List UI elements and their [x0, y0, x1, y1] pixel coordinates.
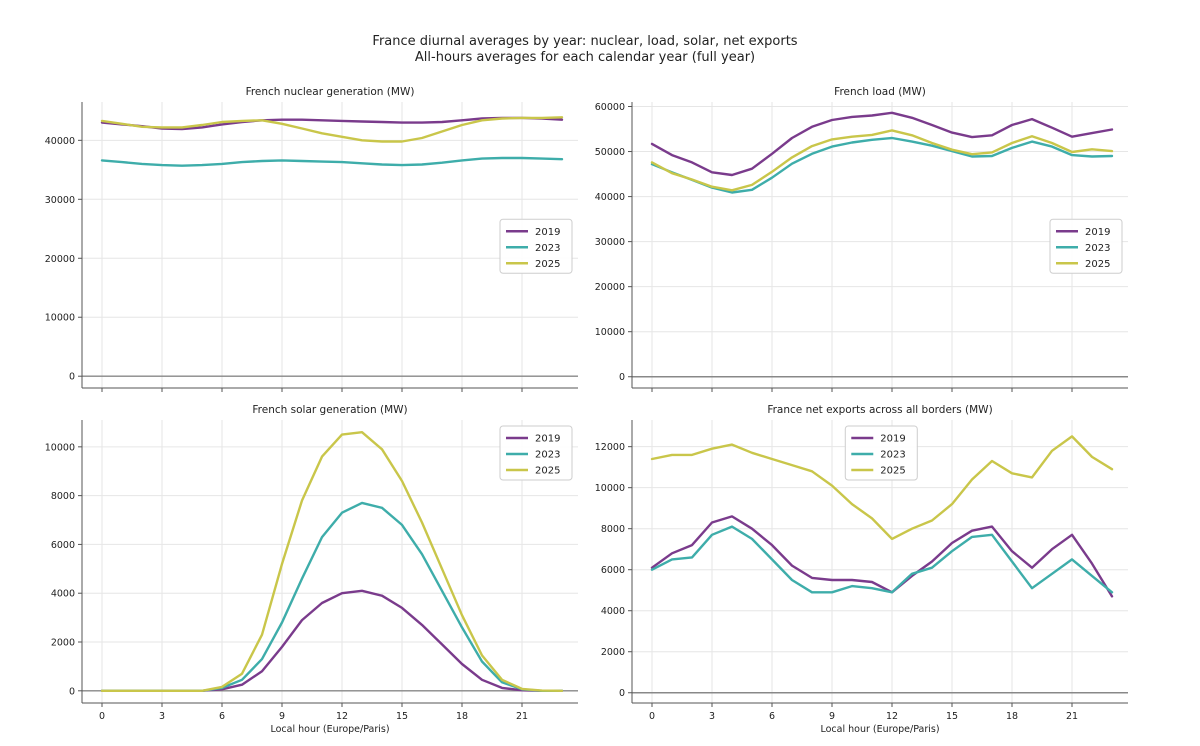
series-line-2023 — [100, 156, 564, 167]
chart-panel-4: 0 2000 4000 6000 8000 10000 12000 0 3 6 9 12 15 18 21 F… — [595, 404, 1128, 735]
legend-label-2025: 2025 — [1085, 259, 1110, 270]
y-tick-label: 0 — [619, 688, 625, 699]
figure-subtitle: All-hours averages for each calendar yea… — [414, 50, 756, 65]
legend: 2019 2023 2025 — [1049, 218, 1123, 274]
legend-label-2019: 2019 — [1085, 227, 1110, 238]
y-tick-label: 10000 — [595, 483, 625, 494]
x-tick-label: 9 — [279, 711, 285, 722]
legend-label-2023: 2023 — [535, 450, 560, 461]
series-line-2025 — [100, 431, 564, 692]
x-tick-label: 15 — [396, 711, 408, 722]
legend-box — [1049, 218, 1123, 274]
legend-label-2023: 2023 — [1085, 243, 1110, 254]
y-tick-label: 8000 — [601, 524, 625, 535]
legend-box — [499, 425, 573, 481]
legend-box — [499, 218, 573, 274]
series-line-2023 — [650, 136, 1114, 194]
legend-label-2023: 2023 — [880, 450, 905, 461]
legend-label-2025: 2025 — [535, 466, 560, 477]
legend: 2019 2023 2025 — [499, 425, 573, 481]
legend-label-2019: 2019 — [880, 434, 905, 445]
legend-label-2019: 2019 — [535, 434, 560, 445]
x-axis-label: Local hour (Europe/Paris) — [820, 724, 939, 735]
series-line-2019 — [650, 515, 1114, 598]
legend-label-2025: 2025 — [880, 466, 905, 477]
y-tick-label: 6000 — [601, 565, 625, 576]
x-tick-label: 15 — [946, 711, 958, 722]
x-axis-label: Local hour (Europe/Paris) — [270, 724, 389, 735]
y-tick-label: 2000 — [51, 638, 75, 649]
subplot-title: France net exports across all borders (M… — [767, 404, 992, 416]
y-tick-label: 10000 — [45, 442, 75, 453]
y-tick-label: 0 — [69, 686, 75, 697]
x-tick-label: 3 — [709, 711, 715, 722]
y-tick-label: 6000 — [51, 540, 75, 551]
y-tick-label: 50000 — [595, 147, 625, 158]
chart-panel-1: 0 10000 20000 30000 40000 French nuclear gene… — [45, 86, 578, 392]
series-line-2025 — [100, 116, 564, 143]
figure-title-block: France diurnal averages by year: nuclear… — [0, 34, 1170, 66]
series-line-2019 — [100, 589, 564, 692]
series-line-2025 — [650, 435, 1114, 541]
y-tick-label: 4000 — [51, 589, 75, 600]
y-tick-label: 60000 — [595, 102, 625, 113]
y-tick-label: 0 — [619, 372, 625, 383]
figure-title: France diurnal averages by year: nuclear… — [372, 34, 798, 49]
y-tick-label: 10000 — [595, 327, 625, 338]
y-tick-label: 4000 — [601, 606, 625, 617]
legend-label-2019: 2019 — [535, 227, 560, 238]
legend-label-2025: 2025 — [535, 259, 560, 270]
x-tick-label: 12 — [886, 711, 898, 722]
x-tick-label: 0 — [99, 711, 105, 722]
x-tick-label: 6 — [769, 711, 775, 722]
y-tick-label: 8000 — [51, 491, 75, 502]
y-tick-label: 20000 — [595, 282, 625, 293]
legend-box — [844, 425, 918, 481]
series-line-2025 — [650, 129, 1114, 192]
legend: 2019 2023 2025 — [844, 425, 918, 481]
x-tick-label: 18 — [456, 711, 468, 722]
y-tick-label: 2000 — [601, 647, 625, 658]
subplot-title: French nuclear generation (MW) — [246, 86, 415, 98]
series-line-2023 — [650, 525, 1114, 594]
x-tick-label: 9 — [829, 711, 835, 722]
y-tick-label: 30000 — [45, 195, 75, 206]
y-tick-label: 30000 — [595, 237, 625, 248]
series-line-2019 — [100, 116, 564, 131]
x-tick-label: 21 — [516, 711, 528, 722]
x-tick-label: 12 — [336, 711, 348, 722]
y-tick-label: 40000 — [595, 192, 625, 203]
x-tick-label: 6 — [219, 711, 225, 722]
series-line-2019 — [650, 111, 1114, 177]
y-tick-label: 10000 — [45, 313, 75, 324]
x-tick-label: 18 — [1006, 711, 1018, 722]
y-tick-label: 12000 — [595, 442, 625, 453]
chart-panel-3: 0 2000 4000 6000 8000 10000 0 3 6 9 12 15 18 21 French… — [45, 404, 578, 735]
x-tick-label: 3 — [159, 711, 165, 722]
legend-label-2023: 2023 — [535, 243, 560, 254]
y-tick-label: 40000 — [45, 136, 75, 147]
x-tick-label: 21 — [1066, 711, 1078, 722]
x-tick-label: 0 — [649, 711, 655, 722]
subplot-title: French solar generation (MW) — [252, 404, 407, 416]
chart-panel-2: 0 10000 20000 30000 40000 50000 60000 French lo… — [595, 86, 1128, 392]
y-tick-label: 20000 — [45, 254, 75, 265]
y-tick-label: 0 — [69, 372, 75, 383]
legend: 2019 2023 2025 — [499, 218, 573, 274]
subplot-title: French load (MW) — [834, 86, 926, 98]
